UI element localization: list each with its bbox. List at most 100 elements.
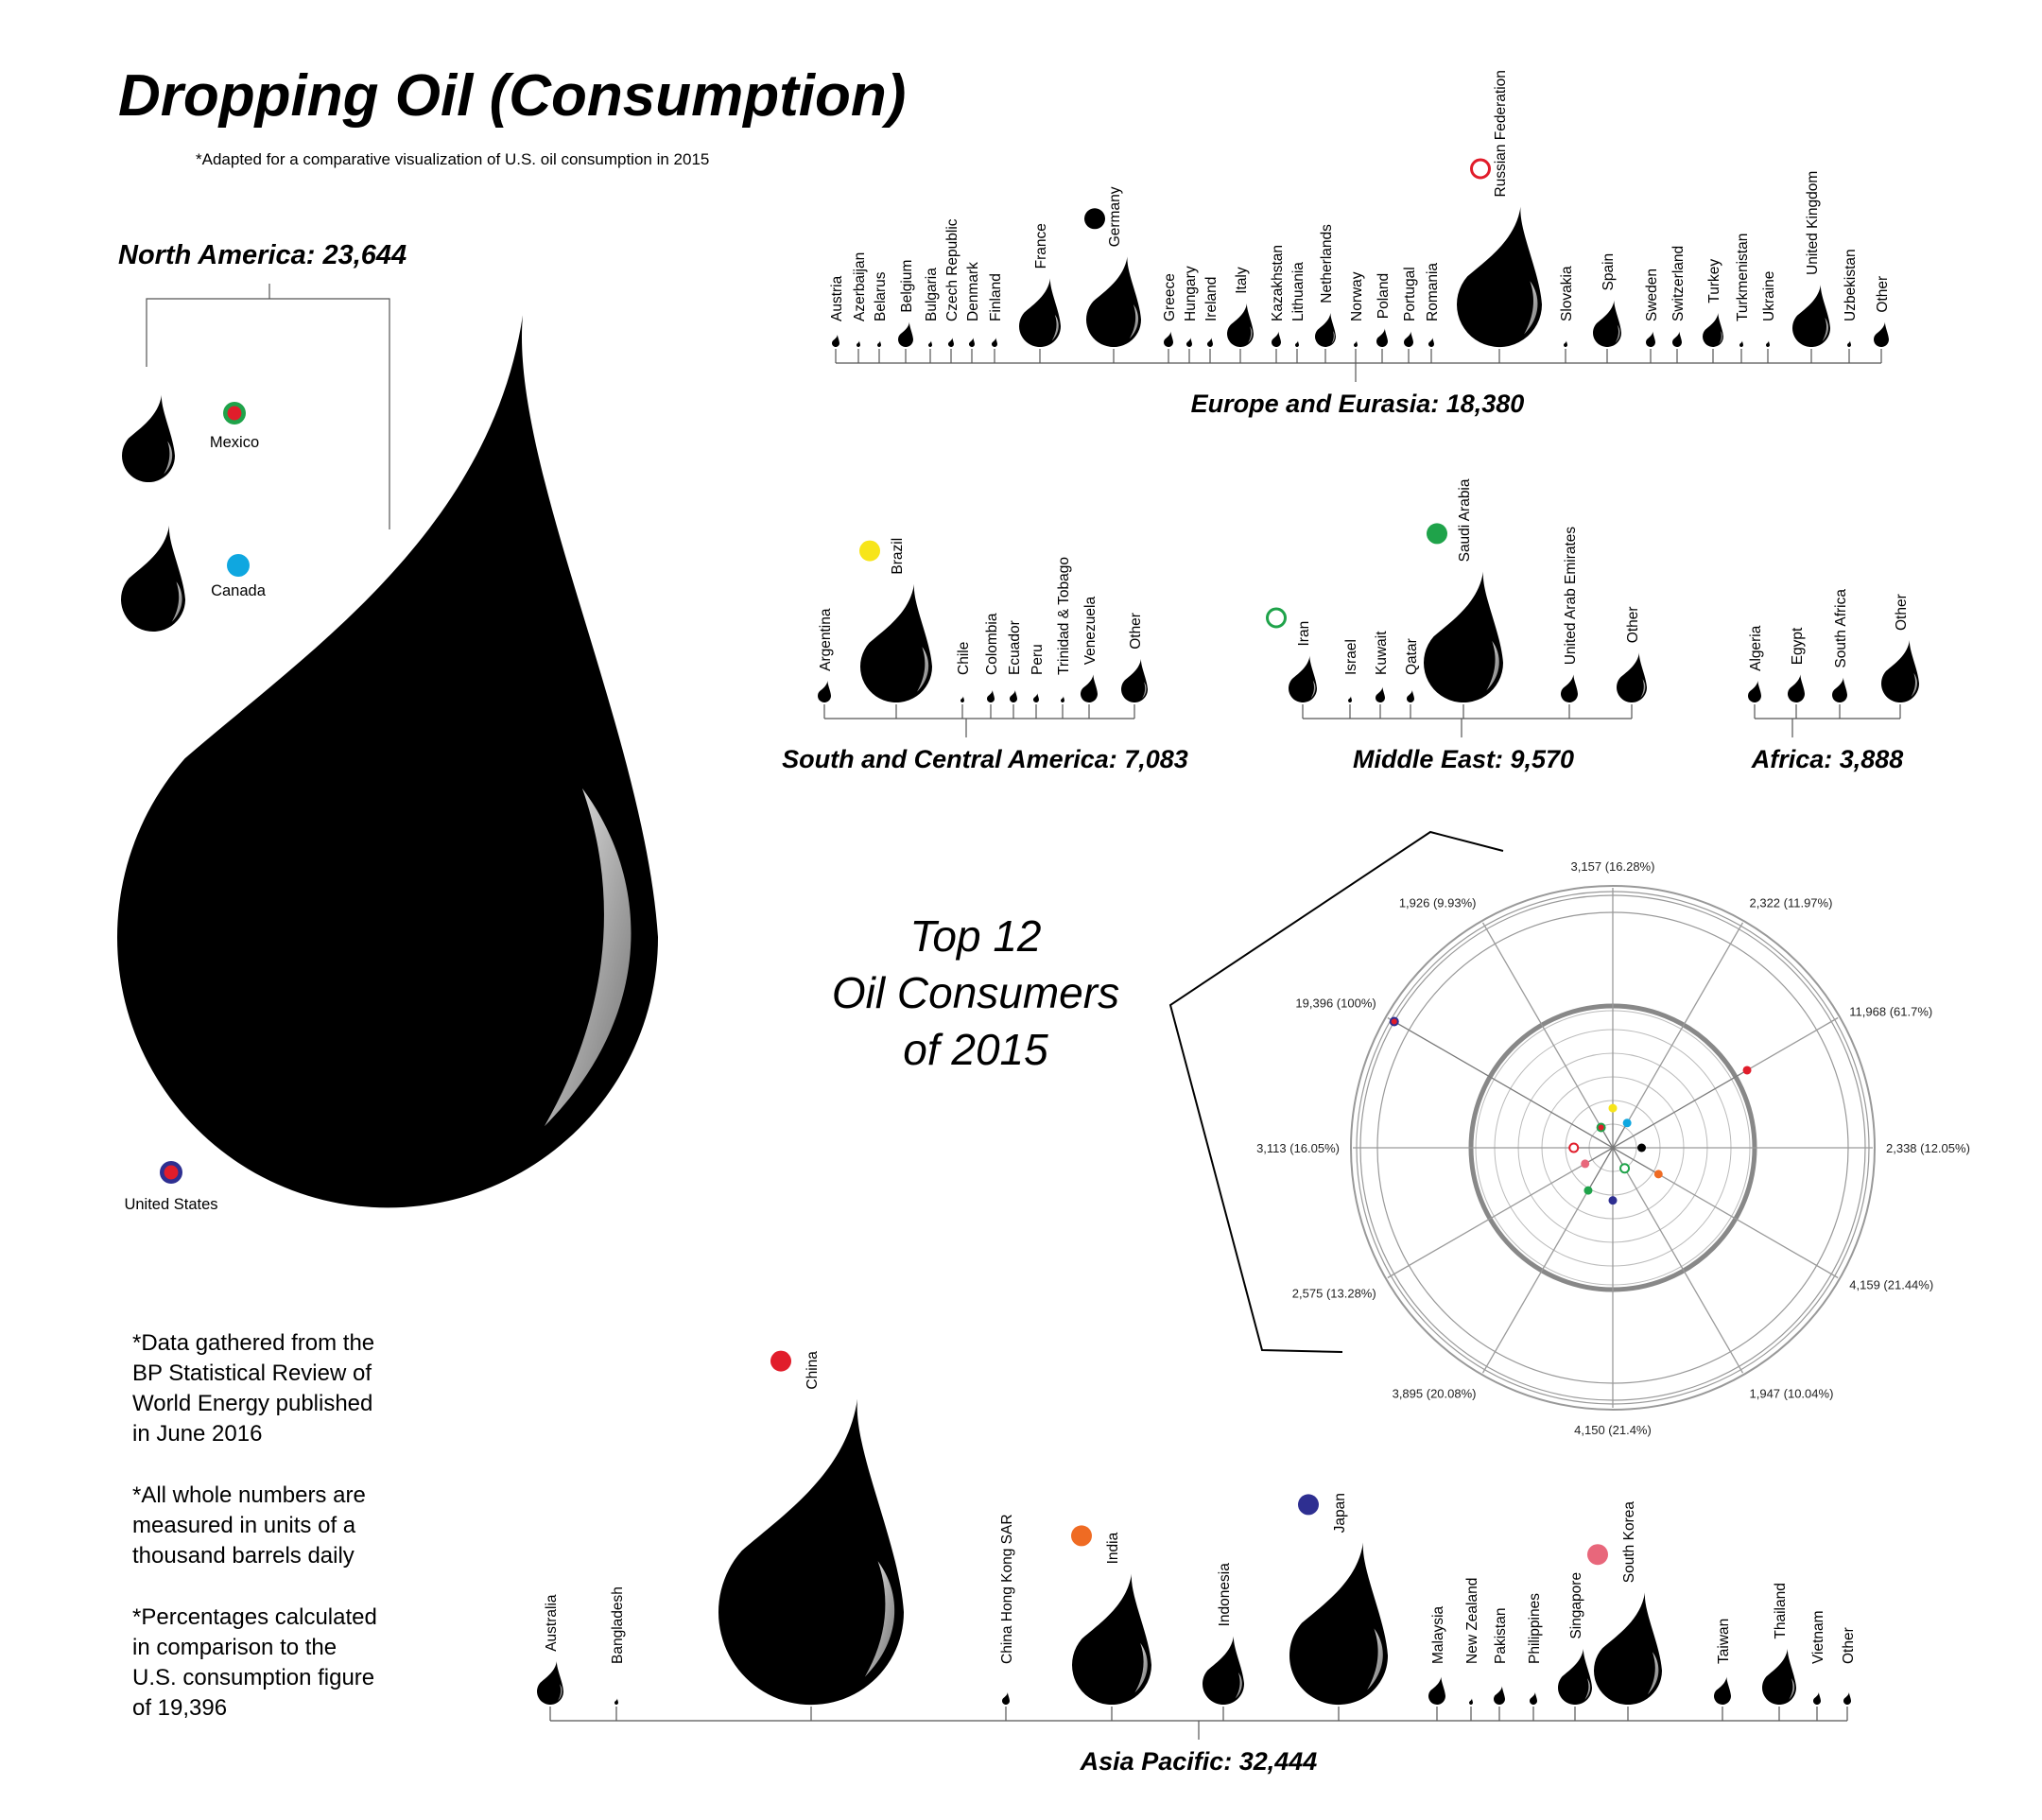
label-kazakhstan: Kazakhstan — [1270, 245, 1286, 321]
drop-australia — [537, 1660, 564, 1706]
label-ireland: Ireland — [1203, 277, 1220, 321]
region-north-america: North America: 23,644 Mexico Canada United … — [118, 240, 407, 1213]
drop-lithuania — [1294, 340, 1299, 348]
drop-canada — [121, 525, 186, 633]
drop-germany — [1086, 256, 1142, 348]
drop-indonesia — [1203, 1636, 1244, 1706]
label-qatar: Qatar — [1404, 638, 1420, 675]
label-japan: Japan — [1332, 1493, 1348, 1533]
drop-philippines — [1530, 1691, 1538, 1706]
page-subtitle: *Adapted for a comparative visualization… — [196, 150, 709, 168]
label-kuwait: Kuwait — [1374, 631, 1390, 675]
drop-belgium — [898, 321, 913, 348]
radial-point-5 — [1653, 1170, 1663, 1179]
label-switzerland: Switzerland — [1670, 246, 1687, 321]
drop-trinidad-tobago — [1061, 696, 1064, 703]
drop-romania — [1428, 338, 1434, 348]
footnote-line: thousand barrels daily — [132, 1543, 355, 1569]
drop-austria — [832, 334, 839, 348]
label-taiwan: Taiwan — [1716, 1619, 1732, 1664]
drop-denmark — [969, 338, 975, 348]
drop-czech-republic — [948, 338, 954, 348]
drop-kuwait — [1375, 686, 1385, 703]
drop-switzerland — [1672, 331, 1682, 348]
drop-azerbaijan — [857, 340, 860, 348]
drop-saudi-arabia — [1424, 571, 1503, 703]
region-total-north-america: North America: 23,644 — [118, 240, 407, 270]
footnotes: *Data gathered from the BP Statistical Re… — [132, 1330, 377, 1721]
label-thailand: Thailand — [1773, 1583, 1789, 1638]
marker-iran — [1266, 607, 1287, 629]
label-finland: Finland — [988, 273, 1004, 321]
radial-label-6: 1,947 (10.04%) — [1750, 1386, 1834, 1400]
footnote-line: U.S. consumption figure — [132, 1665, 374, 1690]
region-total-asia-pacific: Asia Pacific: 32,444 — [1080, 1747, 1318, 1776]
radial-label-7: 4,150 (21.4%) — [1574, 1423, 1652, 1437]
drop-malaysia — [1428, 1676, 1445, 1706]
footnote-line: of 19,396 — [132, 1695, 227, 1721]
drop-turkmenistan — [1739, 340, 1743, 348]
drop-bulgaria — [928, 340, 932, 348]
drop-south-africa — [1831, 677, 1847, 703]
label-other: Other — [1841, 1627, 1857, 1664]
label-algeria: Algeria — [1748, 625, 1764, 671]
label-belgium: Belgium — [899, 260, 915, 313]
radial-point-10 — [1568, 1142, 1580, 1153]
label-belarus: Belarus — [873, 271, 889, 321]
drop-brazil — [860, 583, 932, 703]
label-saudi-arabia: Saudi Arabia — [1457, 478, 1473, 562]
region-asia-pacific: Asia Pacific: 32,444 — [549, 1707, 1848, 1776]
drop-china-hong-kong-sar — [1002, 1691, 1010, 1706]
radial-chart: Top 12 Oil Consumers of 2015 3,157 (16.28%)… — [832, 830, 1970, 1437]
drop-other — [1881, 640, 1919, 703]
label-canada: Canada — [211, 582, 267, 599]
label-ecuador: Ecuador — [1007, 620, 1023, 675]
drop-other — [1617, 652, 1647, 703]
footnote-line: in comparison to the — [132, 1635, 337, 1660]
drop-iran — [1289, 655, 1317, 703]
footnote-line: World Energy published — [132, 1391, 372, 1416]
label-netherlands: Netherlands — [1319, 224, 1335, 303]
label-austria: Austria — [829, 275, 845, 321]
label-spain: Spain — [1601, 253, 1617, 291]
radial-label-3: 11,968 (61.7%) — [1849, 1005, 1932, 1019]
drop-qatar — [1407, 689, 1414, 703]
label-poland: Poland — [1376, 273, 1392, 319]
footnote-line: *Data gathered from the — [132, 1330, 374, 1356]
radial-label-2: 2,322 (11.97%) — [1750, 896, 1833, 910]
radial-label-1: 3,157 (16.28%) — [1571, 859, 1655, 874]
drop-italy — [1227, 303, 1254, 348]
marker-united-states — [160, 1161, 182, 1184]
marker-mexico — [223, 402, 246, 425]
drop-belarus — [877, 340, 881, 348]
footnote-line: measured in units of a — [132, 1513, 356, 1538]
drop-colombia — [987, 689, 995, 703]
region-total-middle-east: Middle East: 9,570 — [1353, 745, 1574, 773]
drop-spain — [1593, 300, 1621, 348]
label-venezuela: Venezuela — [1082, 597, 1099, 666]
drop-finland — [992, 338, 997, 348]
drop-norway — [1354, 340, 1358, 348]
radial-label-5: 4,159 (21.44%) — [1849, 1278, 1933, 1292]
label-chile: Chile — [956, 642, 972, 675]
drop-venezuela — [1081, 674, 1098, 703]
label-lithuania: Lithuania — [1290, 262, 1307, 321]
label-indonesia: Indonesia — [1217, 1563, 1233, 1627]
label-colombia: Colombia — [984, 613, 1000, 675]
label-other: Other — [1875, 276, 1891, 313]
marker-india — [1071, 1525, 1092, 1547]
marker-brazil — [859, 540, 880, 562]
label-other: Other — [1128, 613, 1144, 650]
region-south-and-central-america: South and Central America: 7,083 — [782, 704, 1188, 773]
region-total-africa: Africa: 3,888 — [1751, 745, 1904, 773]
drop-sweden — [1646, 331, 1656, 348]
radial-label-10: 3,113 (16.05%) — [1256, 1141, 1340, 1155]
footnote-line: in June 2016 — [132, 1421, 262, 1447]
drop-greece — [1164, 331, 1173, 348]
label-philippines: Philippines — [1527, 1593, 1543, 1664]
drop-mexico — [122, 394, 176, 483]
drop-argentina — [818, 680, 831, 703]
drop-ukraine — [1766, 340, 1770, 348]
